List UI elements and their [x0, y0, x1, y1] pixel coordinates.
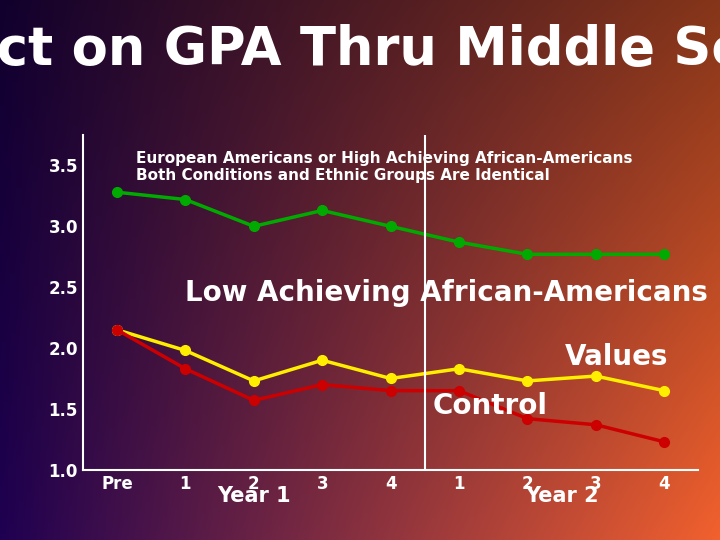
Text: Control: Control — [433, 393, 548, 421]
Text: Impact on GPA Thru Middle School: Impact on GPA Thru Middle School — [0, 24, 720, 76]
Text: Year 1: Year 1 — [217, 485, 291, 505]
Text: Low Achieving African-Americans: Low Achieving African-Americans — [186, 279, 708, 307]
Text: European Americans or High Achieving African-Americans
Both Conditions and Ethni: European Americans or High Achieving Afr… — [136, 151, 633, 183]
Text: Year 2: Year 2 — [525, 485, 598, 505]
Text: Values: Values — [565, 342, 668, 370]
